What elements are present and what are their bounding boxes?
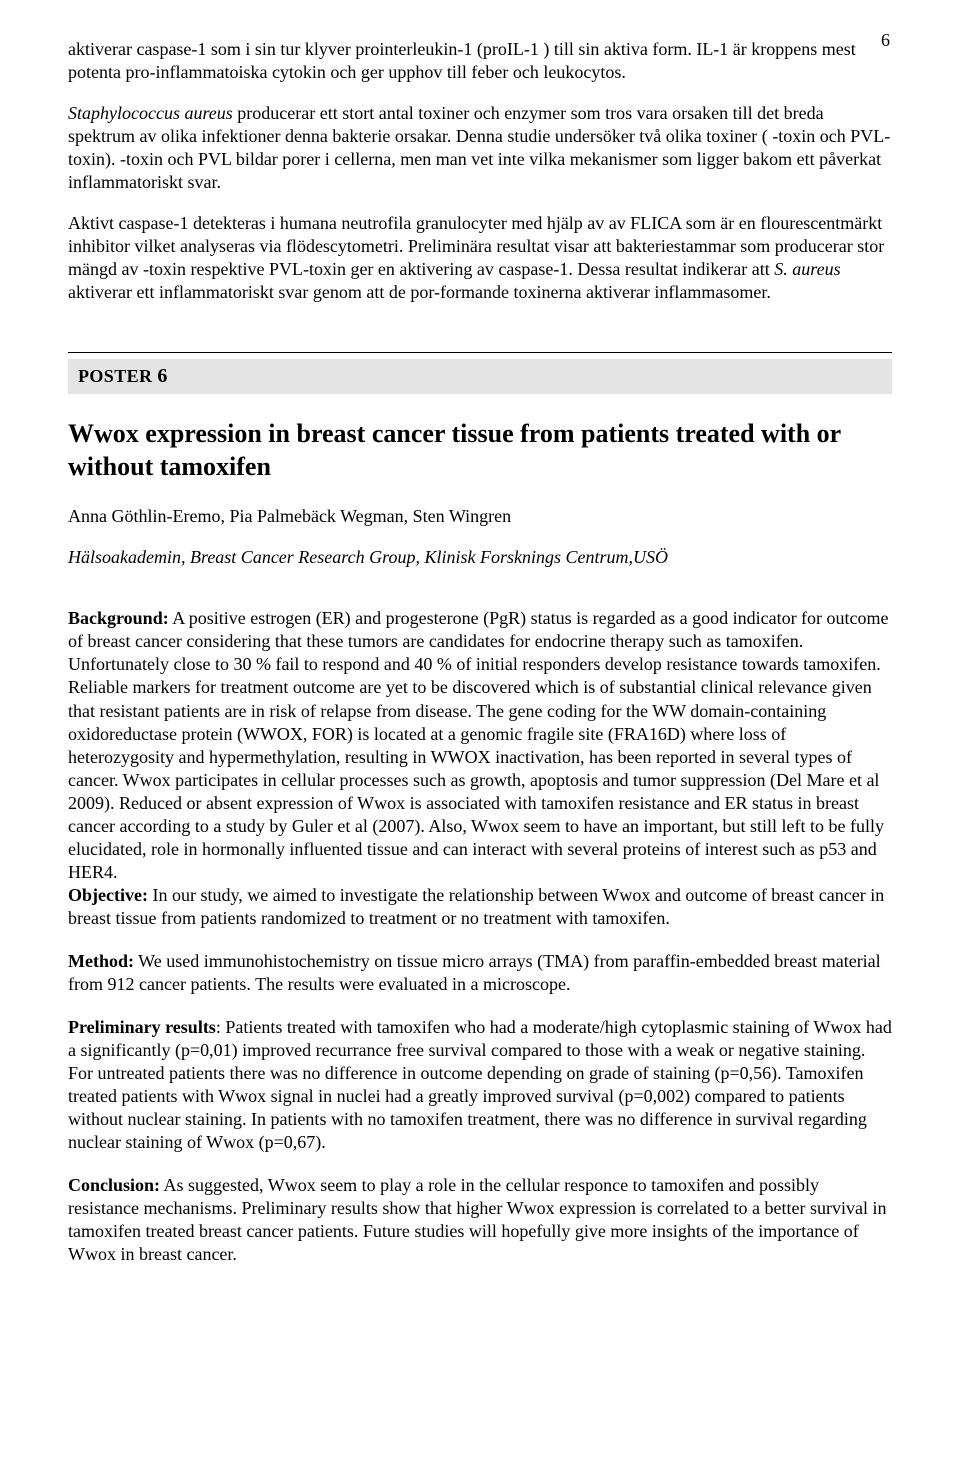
poster-heading-bar: POSTER 6: [68, 359, 892, 394]
preliminary-results-paragraph: Preliminary results: Patients treated wi…: [68, 1016, 892, 1154]
conclusion-paragraph: Conclusion: As suggested, Wwox seem to p…: [68, 1174, 892, 1266]
objective-text: In our study, we aimed to investigate th…: [68, 885, 884, 928]
poster-label: POSTER 6: [78, 366, 168, 386]
paragraph-top-3a: Aktivt caspase-1 detekteras i humana neu…: [68, 213, 884, 279]
section-divider: [68, 352, 892, 353]
method-paragraph: Method: We used immunohistochemistry on …: [68, 950, 892, 996]
page-number: 6: [881, 30, 890, 51]
paragraph-top-1: aktiverar caspase-1 som i sin tur klyver…: [68, 38, 892, 84]
page: 6 aktiverar caspase-1 som i sin tur klyv…: [0, 0, 960, 1461]
preliminary-results-label: Preliminary results: [68, 1017, 216, 1037]
paragraph-top-3c: aktiverar ett inflammatoriskt svar genom…: [68, 282, 771, 302]
poster-authors: Anna Göthlin-Eremo, Pia Palmebäck Wegman…: [68, 505, 892, 528]
background-label: Background:: [68, 608, 169, 628]
objective-paragraph: Objective: In our study, we aimed to inv…: [68, 884, 892, 930]
paragraph-top-3: Aktivt caspase-1 detekteras i humana neu…: [68, 212, 892, 304]
method-text: We used immunohistochemistry on tissue m…: [68, 951, 881, 994]
species-name: Staphylococcus aureus: [68, 103, 233, 123]
poster-affiliation: Hälsoakademin, Breast Cancer Research Gr…: [68, 546, 892, 569]
poster-number: 6: [157, 365, 167, 387]
background-paragraph: Background: A positive estrogen (ER) and…: [68, 607, 892, 883]
conclusion-text: As suggested, Wwox seem to play a role i…: [68, 1175, 886, 1264]
preliminary-results-text: : Patients treated with tamoxifen who ha…: [68, 1017, 892, 1152]
background-text: A positive estrogen (ER) and progesteron…: [68, 608, 889, 881]
poster-label-text: POSTER: [78, 366, 157, 386]
poster-title: Wwox expression in breast cancer tissue …: [68, 418, 892, 483]
paragraph-top-2: Staphylococcus aureus producerar ett sto…: [68, 102, 892, 194]
objective-label: Objective:: [68, 885, 148, 905]
method-label: Method:: [68, 951, 134, 971]
conclusion-label: Conclusion:: [68, 1175, 160, 1195]
species-name-short: S. aureus: [774, 259, 840, 279]
